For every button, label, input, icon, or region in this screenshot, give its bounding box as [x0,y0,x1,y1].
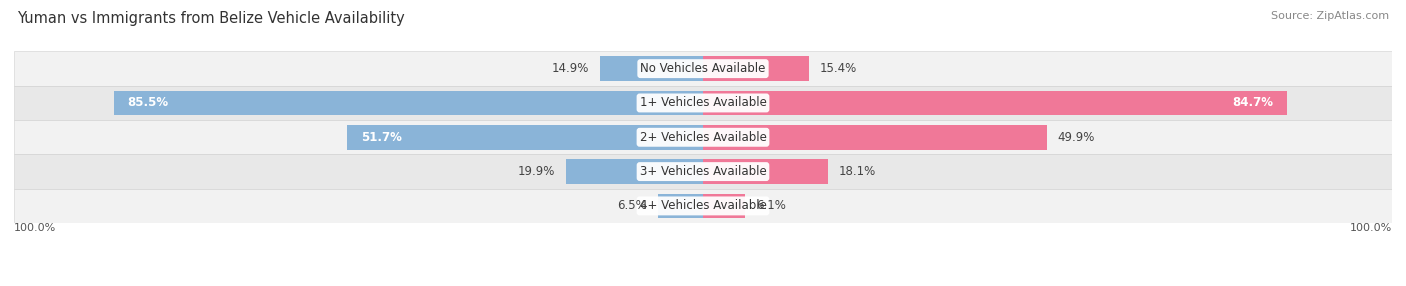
Text: 51.7%: 51.7% [360,131,402,144]
Bar [703,194,745,218]
Text: No Vehicles Available: No Vehicles Available [640,62,766,75]
Text: 100.0%: 100.0% [1350,223,1392,233]
Bar [600,56,703,81]
Text: Yuman vs Immigrants from Belize Vehicle Availability: Yuman vs Immigrants from Belize Vehicle … [17,11,405,26]
Text: 85.5%: 85.5% [128,96,169,110]
Text: 4+ Vehicles Available: 4+ Vehicles Available [640,199,766,212]
Bar [703,91,1286,115]
Text: 6.5%: 6.5% [617,199,647,212]
Text: 1+ Vehicles Available: 1+ Vehicles Available [640,96,766,110]
Text: 49.9%: 49.9% [1057,131,1095,144]
Text: 2+ Vehicles Available: 2+ Vehicles Available [640,131,766,144]
Bar [347,125,703,150]
Bar [114,91,703,115]
Bar [565,159,703,184]
Bar [14,51,1392,86]
Bar [14,120,1392,154]
Text: 18.1%: 18.1% [839,165,876,178]
Bar [14,154,1392,189]
Text: 84.7%: 84.7% [1232,96,1272,110]
Text: 100.0%: 100.0% [14,223,56,233]
Text: 15.4%: 15.4% [820,62,858,75]
Bar [658,194,703,218]
Text: 14.9%: 14.9% [553,62,589,75]
Bar [703,56,808,81]
Bar [14,86,1392,120]
Text: 6.1%: 6.1% [756,199,786,212]
Bar [14,189,1392,223]
Text: 3+ Vehicles Available: 3+ Vehicles Available [640,165,766,178]
Text: 19.9%: 19.9% [517,165,555,178]
Bar [703,125,1047,150]
Bar [703,159,828,184]
Text: Source: ZipAtlas.com: Source: ZipAtlas.com [1271,11,1389,21]
